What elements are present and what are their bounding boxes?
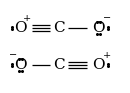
Text: O: O <box>14 58 27 72</box>
Text: −: − <box>103 14 111 23</box>
Text: C: C <box>53 58 64 72</box>
Text: O: O <box>92 21 105 35</box>
Text: C: C <box>53 21 64 35</box>
Text: +: + <box>103 51 111 60</box>
Text: O: O <box>14 21 27 35</box>
Text: −: − <box>9 51 17 60</box>
Text: +: + <box>22 14 31 23</box>
Text: O: O <box>92 58 105 72</box>
